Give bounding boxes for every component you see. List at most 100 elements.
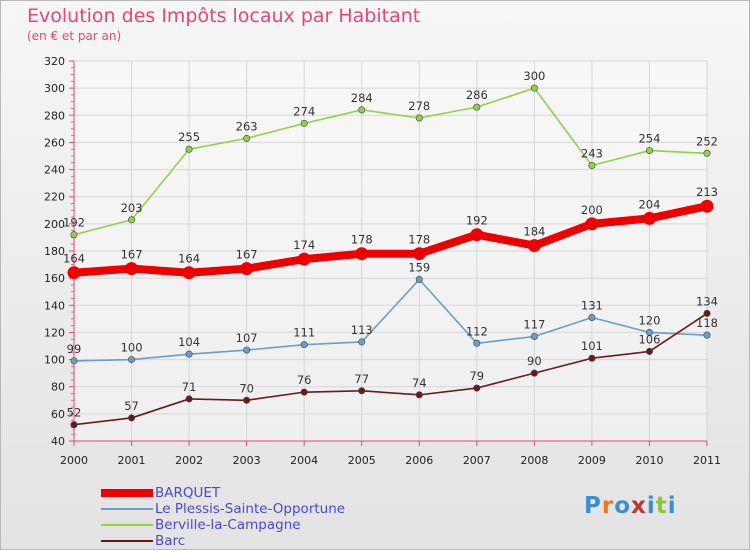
series-point-2 (243, 134, 251, 142)
series-point-3 (645, 347, 653, 355)
series-point-3 (300, 388, 308, 396)
data-label-3: 70 (239, 381, 254, 395)
legend-label-barquet: BARQUET (155, 485, 221, 501)
series-point-1 (70, 357, 78, 365)
y-tick-label: 300 (44, 82, 65, 95)
series-point-1 (128, 356, 136, 364)
legend-swatch-berville (101, 524, 153, 526)
data-label-0: 174 (293, 238, 315, 252)
series-point-3 (473, 384, 481, 392)
x-tick-label: 2011 (693, 454, 721, 467)
data-label-1: 117 (523, 318, 545, 332)
data-label-0: 204 (638, 197, 660, 211)
series-point-3 (530, 369, 538, 377)
y-tick-label: 120 (44, 326, 65, 339)
series-point-0 (240, 262, 254, 276)
x-tick-label: 2005 (348, 454, 376, 467)
x-tick-label: 2010 (635, 454, 663, 467)
y-tick-label: 160 (44, 272, 65, 285)
series-point-0 (355, 247, 369, 261)
data-label-2: 284 (351, 91, 373, 105)
legend-swatch-barquet (101, 489, 153, 497)
x-tick-label: 2001 (118, 454, 146, 467)
series-point-0 (297, 252, 311, 266)
data-label-1: 118 (696, 316, 718, 330)
legend-item-le-plessis[interactable]: Le Plessis-Sainte-Opportune (101, 501, 345, 517)
series-point-0 (412, 247, 426, 261)
series-line-0 (73, 202, 708, 277)
data-label-3: 101 (581, 339, 603, 353)
legend-item-barc[interactable]: Barc (101, 533, 345, 549)
series-point-2 (185, 145, 193, 153)
series-point-3 (128, 414, 136, 422)
series-point-1 (185, 350, 193, 358)
x-tick-label: 2004 (290, 454, 318, 467)
series-point-0 (585, 217, 599, 231)
data-label-0: 200 (581, 203, 603, 217)
data-label-2: 254 (638, 132, 660, 146)
data-label-0: 164 (63, 252, 85, 266)
series-point-1 (530, 332, 538, 340)
series-point-0 (182, 266, 196, 280)
legend-item-berville[interactable]: Berville-la-Campagne (101, 517, 345, 533)
series-line-1 (73, 278, 708, 362)
series-point-0 (125, 262, 139, 276)
data-label-3: 77 (354, 372, 369, 386)
y-tick-label: 40 (51, 435, 65, 448)
series-point-1 (358, 338, 366, 346)
series-point-1 (703, 331, 711, 339)
data-label-2: 252 (696, 134, 718, 148)
series-point-1 (243, 346, 251, 354)
data-label-2: 274 (293, 104, 315, 118)
data-label-2: 263 (236, 119, 258, 133)
series-point-3 (70, 421, 78, 429)
data-label-3: 52 (67, 406, 82, 420)
data-label-3: 76 (297, 373, 312, 387)
series-point-3 (588, 354, 596, 362)
data-label-2: 203 (121, 201, 143, 215)
y-tick-label: 80 (51, 381, 65, 394)
series-point-2 (530, 84, 538, 92)
data-label-3: 106 (638, 332, 660, 346)
y-tick-label: 240 (44, 164, 65, 177)
data-label-1: 131 (581, 299, 603, 313)
series-point-2 (645, 147, 653, 155)
grid-layer (73, 60, 708, 442)
series-point-1 (588, 313, 596, 321)
series-point-2 (415, 114, 423, 122)
data-label-3: 79 (469, 369, 484, 383)
series-point-2 (300, 119, 308, 127)
axis-layer: 40 60 80 100 120 140 160 180 200 220 240 260 280 300 3… (44, 55, 721, 467)
data-label-0: 164 (178, 252, 200, 266)
data-label-2: 278 (408, 99, 430, 113)
data-label-1: 120 (638, 313, 660, 327)
data-label-2: 243 (581, 147, 603, 161)
series-point-0 (700, 199, 714, 213)
y-tick-label: 60 (51, 408, 65, 421)
series-layer (67, 84, 714, 429)
y-tick-label: 280 (44, 109, 65, 122)
legend-swatch-le-plessis (101, 508, 153, 510)
series-point-1 (415, 275, 423, 283)
series-point-2 (473, 103, 481, 111)
series-point-0 (470, 228, 484, 242)
chart-title: Evolution des Impôts locaux par Habitant (27, 5, 421, 27)
legend-label-berville: Berville-la-Campagne (155, 517, 301, 533)
series-point-2 (703, 149, 711, 157)
data-label-3: 74 (412, 376, 427, 390)
x-tick-label: 2006 (405, 454, 433, 467)
series-point-1 (300, 341, 308, 349)
y-tick-label: 180 (44, 245, 65, 258)
y-tick-label: 200 (44, 218, 65, 231)
series-line-3 (73, 312, 708, 426)
series-point-2 (358, 106, 366, 114)
series-point-3 (703, 309, 711, 317)
data-label-0: 167 (236, 248, 258, 262)
legend-swatch-barc (101, 540, 153, 542)
data-label-0: 178 (408, 233, 430, 247)
proxiti-logo: Proxiti (584, 493, 677, 519)
data-label-0: 184 (523, 225, 545, 239)
legend-item-barquet[interactable]: BARQUET (101, 485, 345, 501)
